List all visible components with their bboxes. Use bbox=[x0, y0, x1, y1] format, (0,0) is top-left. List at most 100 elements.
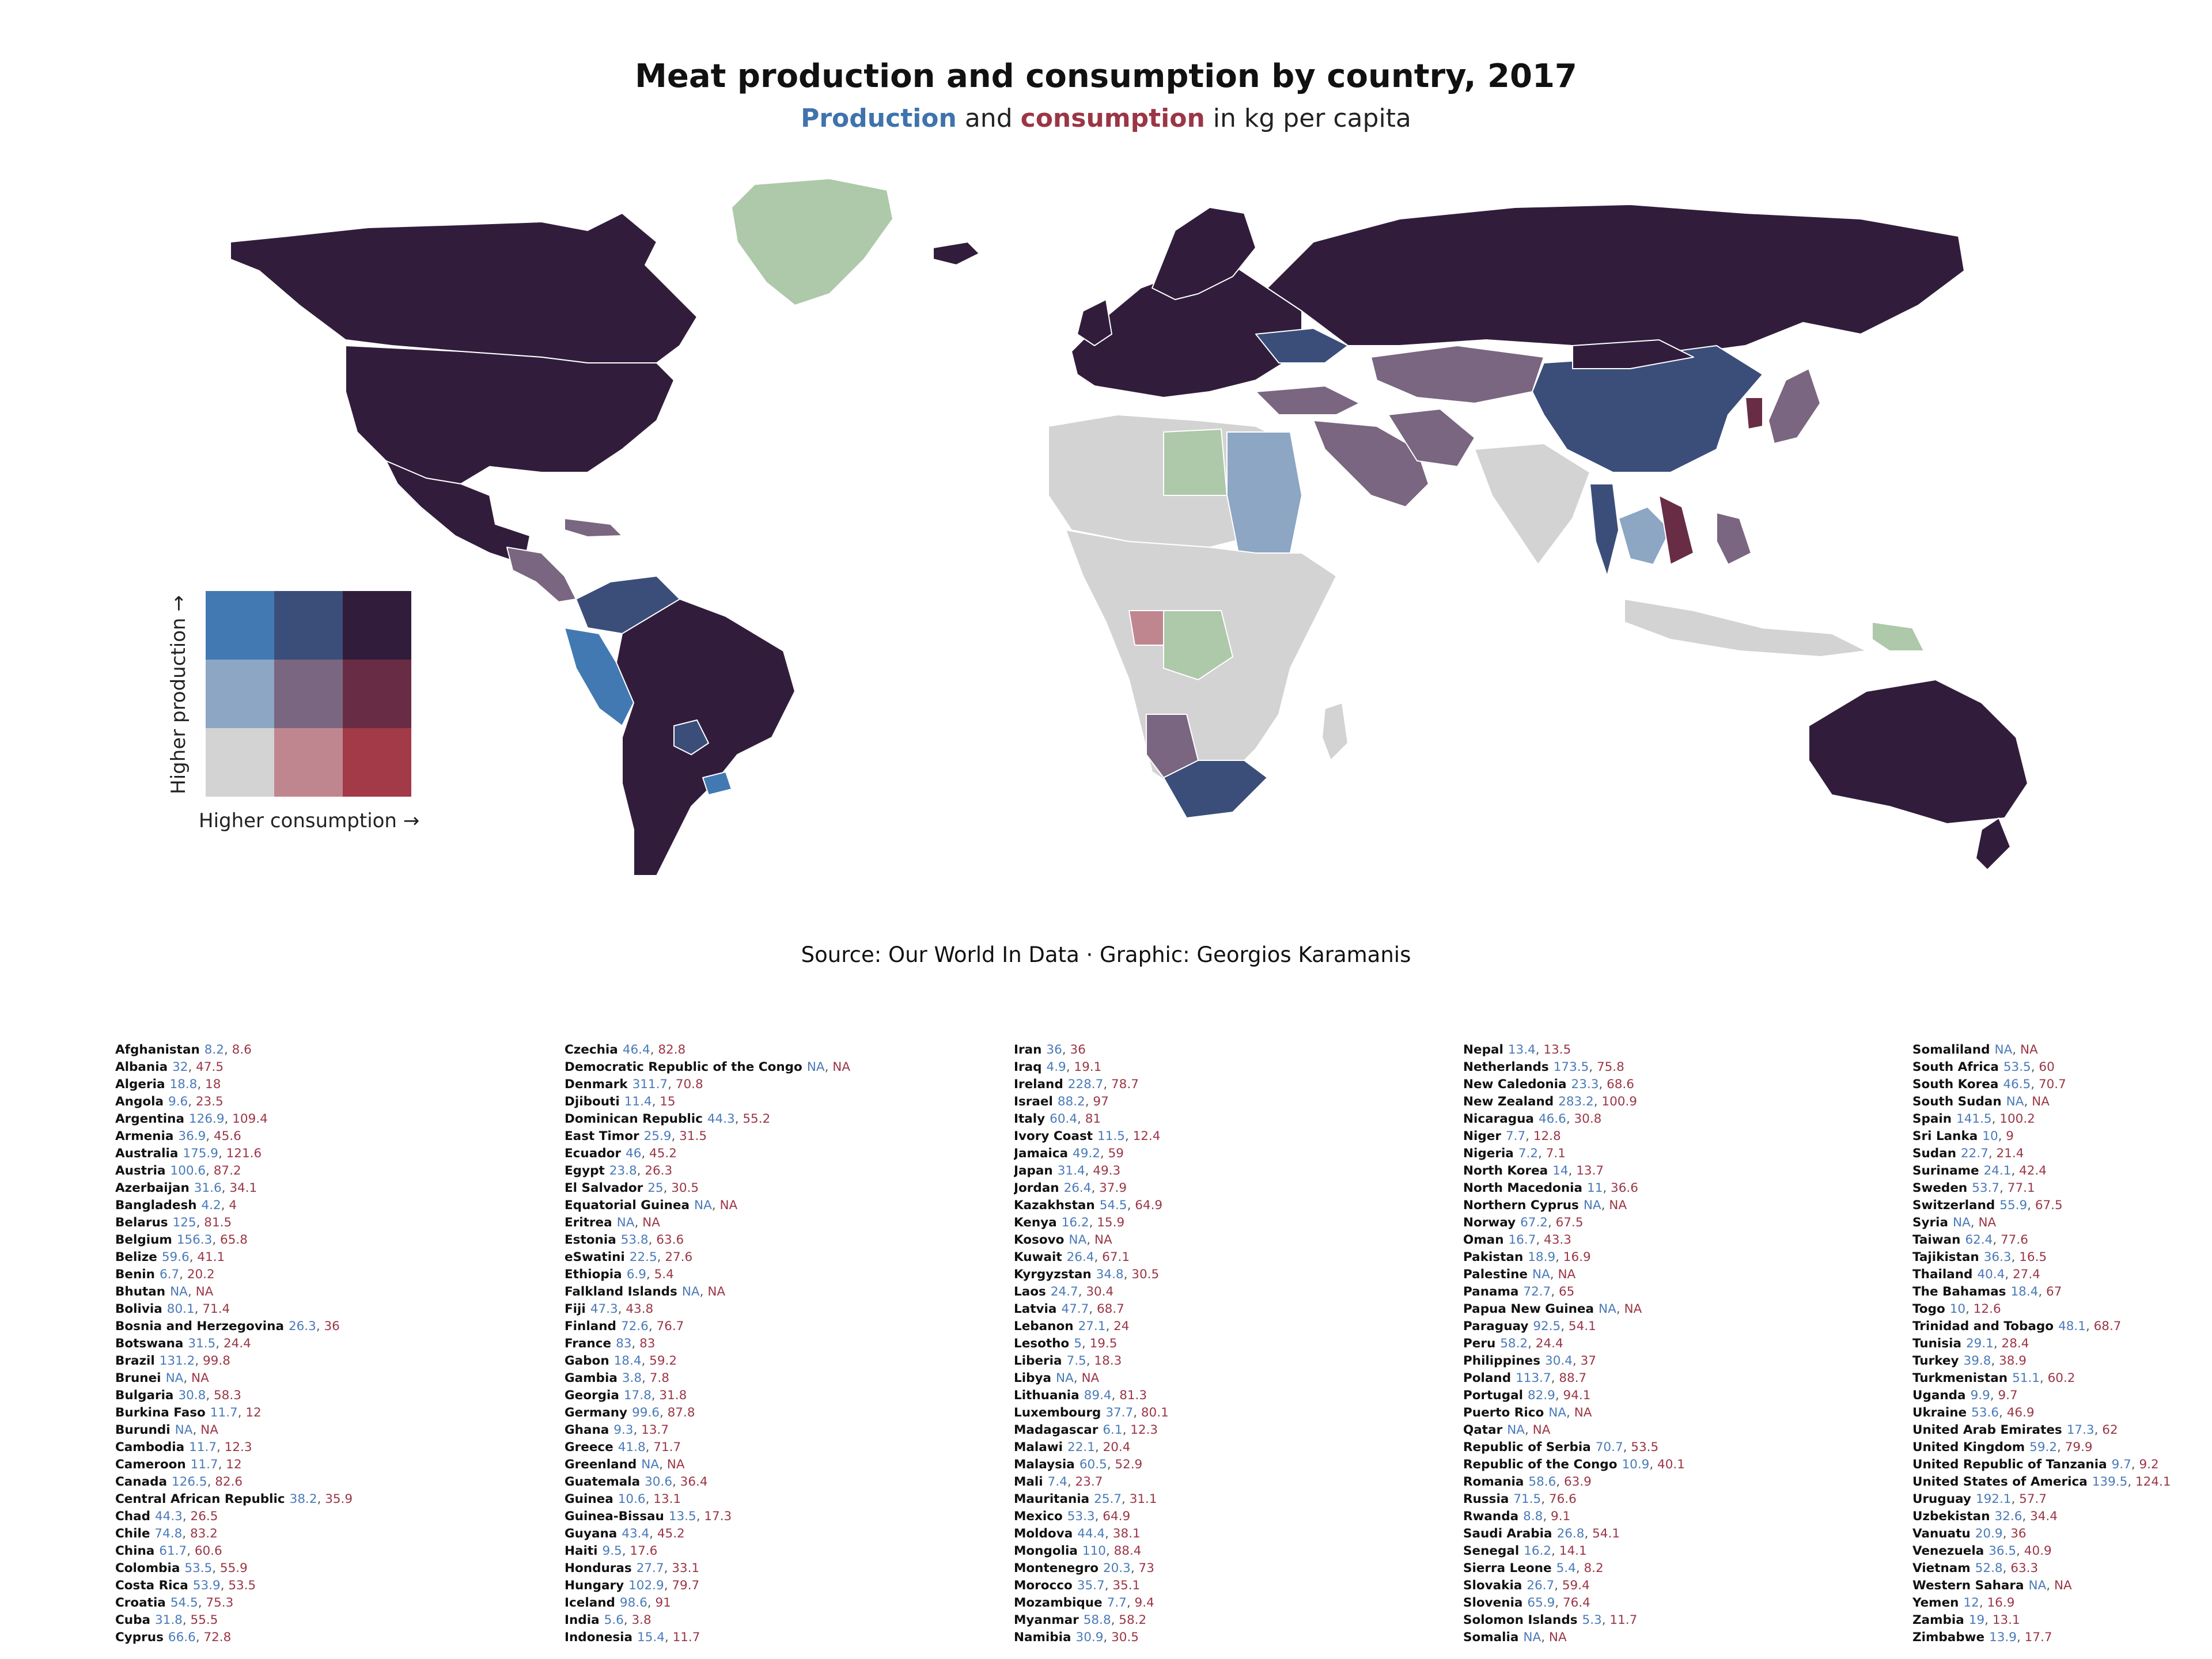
country-name: Luxembourg bbox=[1014, 1406, 1101, 1420]
country-row: Cuba 31.8, 55.5 bbox=[115, 1612, 565, 1629]
production-value: 16.7 bbox=[1508, 1233, 1536, 1247]
value-separator: , bbox=[316, 1319, 324, 1334]
consumption-value: 60.2 bbox=[2047, 1371, 2075, 1385]
value-separator: , bbox=[1111, 1613, 1119, 1627]
consumption-value: 36.6 bbox=[1611, 1181, 1638, 1195]
country-row: Japan 31.4, 49.3 bbox=[1014, 1162, 1463, 1180]
production-value: NA bbox=[616, 1215, 635, 1230]
consumption-value: NA bbox=[1094, 1233, 1112, 1247]
consumption-value: 79.7 bbox=[672, 1578, 700, 1593]
production-value: 44.4 bbox=[1077, 1527, 1105, 1541]
country-name: Guatemala bbox=[565, 1475, 641, 1489]
value-separator: , bbox=[663, 1181, 672, 1195]
production-value: 23.8 bbox=[609, 1164, 637, 1178]
country-row: Yemen 12, 16.9 bbox=[1912, 1594, 2212, 1612]
region-kazakhstan bbox=[1370, 345, 1544, 404]
consumption-value: 71.4 bbox=[202, 1302, 230, 1316]
country-name: Austria bbox=[115, 1164, 166, 1178]
country-name: Djibouti bbox=[565, 1094, 620, 1109]
consumption-value: 30.8 bbox=[1574, 1112, 1602, 1126]
country-name: Senegal bbox=[1463, 1544, 1520, 1558]
country-name: Puerto Rico bbox=[1463, 1406, 1544, 1420]
country-row: South Korea 46.5, 70.7 bbox=[1912, 1076, 2212, 1093]
consumption-value: 12 bbox=[226, 1457, 242, 1472]
consumption-value: 75.3 bbox=[206, 1596, 234, 1610]
value-separator: , bbox=[633, 1423, 642, 1437]
country-row: Denmark 311.7, 70.8 bbox=[565, 1076, 1014, 1093]
value-separator: , bbox=[623, 1613, 632, 1627]
value-separator: , bbox=[1999, 1181, 2008, 1195]
production-value: 65.9 bbox=[1527, 1596, 1555, 1610]
country-row: Thailand 40.4, 27.4 bbox=[1912, 1266, 2212, 1283]
consumption-value: 91 bbox=[655, 1596, 671, 1610]
value-separator: , bbox=[1993, 1336, 2002, 1351]
country-row: Somalia NA, NA bbox=[1463, 1629, 1912, 1646]
consumption-value: 16.5 bbox=[2019, 1250, 2047, 1264]
country-row: Lesotho 5, 19.5 bbox=[1014, 1335, 1463, 1353]
consumption-value: 12.4 bbox=[1132, 1129, 1161, 1143]
value-separator: , bbox=[1089, 1215, 1097, 1230]
consumption-value: 26.5 bbox=[190, 1509, 218, 1524]
country-name: Lebanon bbox=[1014, 1319, 1074, 1334]
production-value: NA bbox=[1583, 1198, 1601, 1213]
value-separator: , bbox=[650, 1043, 658, 1057]
value-separator: , bbox=[317, 1492, 325, 1506]
value-separator: , bbox=[647, 1596, 656, 1610]
country-name: United Arab Emirates bbox=[1912, 1423, 2062, 1437]
country-row: Austria 100.6, 87.2 bbox=[115, 1162, 565, 1180]
region-myanmar bbox=[1589, 483, 1619, 577]
country-row: Netherlands 173.5, 75.8 bbox=[1463, 1059, 1912, 1076]
consumption-value: 83.2 bbox=[190, 1527, 218, 1541]
country-name: Kosovo bbox=[1014, 1233, 1065, 1247]
consumption-value: 11.7 bbox=[672, 1630, 700, 1645]
region-philippines bbox=[1716, 512, 1752, 565]
value-separator: , bbox=[699, 1285, 708, 1299]
country-row: Guinea-Bissau 13.5, 17.3 bbox=[565, 1508, 1014, 1525]
consumption-value: 60.6 bbox=[194, 1544, 222, 1558]
region-usa bbox=[345, 345, 675, 484]
region-egypt-sudan bbox=[1226, 431, 1302, 554]
production-value: 26.4 bbox=[1063, 1181, 1092, 1195]
value-separator: , bbox=[642, 1371, 650, 1385]
country-row: Afghanistan 8.2, 8.6 bbox=[115, 1041, 565, 1059]
consumption-value: 9.4 bbox=[1134, 1596, 1154, 1610]
production-value: 26.4 bbox=[1066, 1250, 1094, 1264]
production-value: 4.9 bbox=[1046, 1060, 1066, 1074]
country-row: Angola 9.6, 23.5 bbox=[115, 1093, 565, 1111]
production-value: 31.6 bbox=[194, 1181, 222, 1195]
consumption-value: 3.8 bbox=[631, 1613, 652, 1627]
country-row: North Korea 14, 13.7 bbox=[1463, 1162, 1912, 1180]
consumption-value: NA bbox=[1532, 1423, 1551, 1437]
country-row: Cyprus 66.6, 72.8 bbox=[115, 1629, 565, 1646]
value-separator: , bbox=[221, 1198, 229, 1213]
consumption-value: 23.7 bbox=[1075, 1475, 1103, 1489]
value-separator: , bbox=[1103, 1077, 1111, 1092]
country-name: Switzerland bbox=[1912, 1198, 1995, 1213]
value-separator: , bbox=[1616, 1302, 1624, 1316]
value-separator: , bbox=[1623, 1440, 1631, 1455]
production-value: 7.7 bbox=[1107, 1596, 1127, 1610]
country-row: Russia 71.5, 76.6 bbox=[1463, 1491, 1912, 1508]
production-value: 26.8 bbox=[1556, 1527, 1585, 1541]
consumption-value: 58.3 bbox=[214, 1388, 241, 1403]
country-row: Bolivia 80.1, 71.4 bbox=[115, 1301, 565, 1318]
country-name: Uganda bbox=[1912, 1388, 1966, 1403]
country-name: Haiti bbox=[565, 1544, 598, 1558]
production-value: 173.5 bbox=[1553, 1060, 1589, 1074]
country-row: Republic of Serbia 70.7, 53.5 bbox=[1463, 1439, 1912, 1456]
country-row: Saudi Arabia 26.8, 54.1 bbox=[1463, 1525, 1912, 1543]
consumption-value: 76.7 bbox=[656, 1319, 684, 1334]
region-gabon bbox=[1128, 610, 1164, 646]
consumption-value: 59.4 bbox=[1562, 1578, 1590, 1593]
consumption-value: 77.6 bbox=[2001, 1233, 2028, 1247]
country-name: Ukraine bbox=[1912, 1406, 1967, 1420]
region-caribbean bbox=[564, 518, 623, 537]
country-row: New Caledonia 23.3, 68.6 bbox=[1463, 1076, 1912, 1093]
production-value: 11 bbox=[1587, 1181, 1603, 1195]
production-value: 12 bbox=[1963, 1596, 1979, 1610]
value-separator: , bbox=[2046, 1578, 2054, 1593]
country-row: Mali 7.4, 23.7 bbox=[1014, 1474, 1463, 1491]
value-separator: , bbox=[657, 1250, 665, 1264]
production-value: 17.3 bbox=[2066, 1423, 2094, 1437]
value-separator: , bbox=[1105, 1544, 1114, 1558]
